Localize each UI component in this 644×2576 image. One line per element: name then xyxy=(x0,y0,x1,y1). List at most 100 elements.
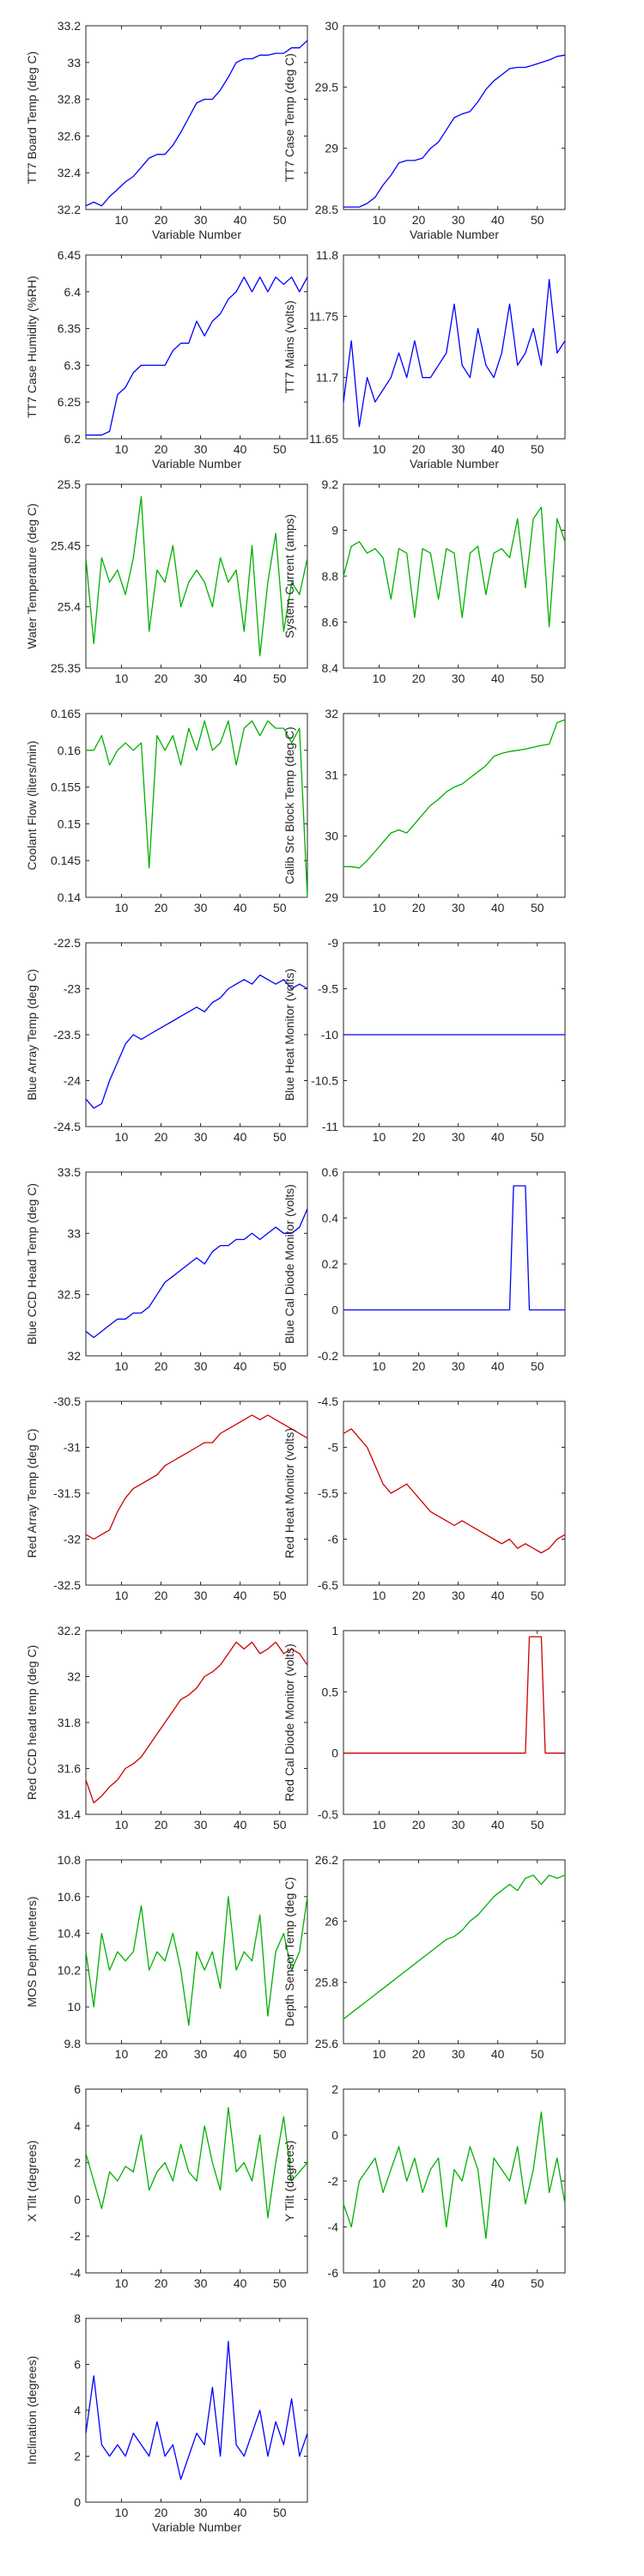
y-tick-label: 33.5 xyxy=(58,1165,81,1179)
chart-5: 10 20 30 40 50 25.35 25.4 25.45 25.5 Water Temper… xyxy=(25,477,308,685)
y-tick-label: 4 xyxy=(74,2119,81,2133)
y-tick-label: 33 xyxy=(67,1226,81,1240)
x-tick-label: 40 xyxy=(234,2276,247,2290)
x-tick-label: 20 xyxy=(155,2506,168,2519)
x-tick-label: 20 xyxy=(412,442,426,456)
x-tick-label: 30 xyxy=(194,2506,208,2519)
series-line xyxy=(343,1428,566,1554)
y-tick-label: 0 xyxy=(331,1303,338,1317)
chart-15: 10 20 30 40 50 31.4 31.6 31.8 32 32.2 Red CCD head… xyxy=(25,1624,308,1832)
y-tick-label: -0.2 xyxy=(318,1349,338,1363)
y-axis-label: Coolant Flow (liters/min) xyxy=(25,741,39,871)
x-tick-label: 10 xyxy=(373,2276,386,2290)
x-tick-label: 40 xyxy=(491,1818,505,1832)
y-tick-label: 0.155 xyxy=(51,781,81,794)
x-tick-label: 20 xyxy=(412,1818,426,1832)
y-tick-label: -0.5 xyxy=(318,1807,338,1821)
chart-12: 10 20 30 40 50 -0.2 0 0.2 0.4 0.6 Blue Cal Diode M… xyxy=(283,1165,566,1373)
series-line xyxy=(85,39,308,207)
x-tick-label: 20 xyxy=(155,442,168,456)
x-tick-label: 10 xyxy=(373,213,386,227)
y-tick-label: 0.16 xyxy=(58,744,81,757)
y-tick-label: 0.4 xyxy=(322,1212,339,1225)
series-line xyxy=(343,54,566,208)
chart-11: 10 20 30 40 50 32 32.5 33 33.5 Blue CCD Head Temp… xyxy=(25,1165,308,1373)
chart-6: 10 20 30 40 50 8.4 8.6 8.8 9 9.2 System Current (a… xyxy=(283,477,566,685)
y-tick-label: 10.4 xyxy=(58,1927,81,1941)
y-tick-label: 0.15 xyxy=(58,817,81,830)
y-axis-label: Red Heat Monitor (volts) xyxy=(283,1428,296,1558)
x-tick-label: 50 xyxy=(273,1359,287,1373)
plot-frame xyxy=(85,2318,308,2503)
plot-frame xyxy=(343,1171,566,1357)
x-tick-label: 30 xyxy=(452,671,465,685)
y-tick-label: 0.5 xyxy=(322,1685,339,1698)
x-tick-label: 20 xyxy=(155,1130,168,1144)
y-tick-label: -30.5 xyxy=(53,1394,81,1408)
y-tick-label: 11.8 xyxy=(316,248,338,262)
series-line xyxy=(85,1896,308,2026)
y-tick-label: 29 xyxy=(325,142,338,155)
y-tick-label: 32 xyxy=(67,1349,81,1363)
y-axis-label: TT7 Case Humidity (%RH) xyxy=(25,276,39,418)
series-line xyxy=(85,974,308,1109)
series-line xyxy=(343,1185,565,1311)
chart-13: 10 20 30 40 50 -32.5 -32 -31.5 -31 -30.5 Red Array… xyxy=(25,1394,308,1602)
x-tick-label: 20 xyxy=(155,1818,168,1832)
chart-9: 10 20 30 40 50 -24.5 -24 -23.5 -23 -22.5 Blue Arra… xyxy=(25,936,308,1144)
x-tick-label: 50 xyxy=(273,901,287,914)
x-tick-label: 10 xyxy=(115,671,129,685)
y-tick-label: -5 xyxy=(328,1441,339,1455)
plot-frame xyxy=(85,1630,308,1815)
y-tick-label: 0 xyxy=(331,1747,338,1760)
chart-14: 10 20 30 40 50 -6.5 -6 -5.5 -5 -4.5 Red Heat Monit… xyxy=(283,1394,566,1602)
y-tick-label: 2 xyxy=(74,2156,81,2170)
y-tick-label: -32.5 xyxy=(53,1578,81,1592)
series-line xyxy=(343,1636,565,1754)
y-tick-label: 6.45 xyxy=(58,248,81,262)
x-tick-label: 30 xyxy=(452,1359,465,1373)
y-tick-label: 0 xyxy=(74,2192,81,2206)
x-tick-label: 10 xyxy=(115,1589,129,1602)
series-line xyxy=(85,1414,308,1540)
x-tick-label: 30 xyxy=(194,2047,208,2061)
x-tick-label: 20 xyxy=(412,1589,426,1602)
plot-frame xyxy=(343,483,566,669)
x-tick-label: 10 xyxy=(373,442,386,456)
x-tick-label: 40 xyxy=(491,1589,505,1602)
chart-20: 10 20 30 40 50 -6 -4 -2 0 2 Y Tilt (degrees) xyxy=(283,2082,566,2290)
y-tick-label: 10.2 xyxy=(58,1963,81,1977)
series-line xyxy=(85,2106,308,2219)
y-tick-label: 8 xyxy=(74,2312,81,2325)
x-tick-label: 10 xyxy=(373,1589,386,1602)
y-axis-label: Depth Sensor Temp (deg C) xyxy=(283,1877,296,2026)
x-tick-label: 50 xyxy=(531,671,544,685)
chart-8: 10 20 30 40 50 29 30 31 32 Calib Src Block Temp (… xyxy=(283,707,566,914)
series-line xyxy=(343,2111,566,2239)
x-tick-label: 30 xyxy=(452,2276,465,2290)
x-tick-label: 30 xyxy=(452,1818,465,1832)
x-tick-label: 50 xyxy=(531,2276,544,2290)
y-tick-label: -6 xyxy=(328,2266,339,2280)
x-tick-label: 30 xyxy=(194,1589,208,1602)
x-tick-label: 40 xyxy=(234,2047,247,2061)
x-tick-label: 20 xyxy=(412,901,426,914)
x-tick-label: 20 xyxy=(412,671,426,685)
y-tick-label: 32.2 xyxy=(58,203,81,216)
y-tick-label: 32.6 xyxy=(58,129,81,143)
x-tick-label: 50 xyxy=(531,1818,544,1832)
y-tick-label: 6.4 xyxy=(64,285,82,299)
x-tick-label: 10 xyxy=(115,2047,129,2061)
x-tick-label: 30 xyxy=(194,213,208,227)
y-tick-label: 33 xyxy=(67,56,81,70)
x-tick-label: 40 xyxy=(234,1818,247,1832)
y-tick-label: -4 xyxy=(328,2221,339,2234)
x-tick-label: 10 xyxy=(115,1130,129,1144)
x-tick-label: 50 xyxy=(273,1589,287,1602)
x-axis-label: Variable Number xyxy=(152,228,241,241)
y-tick-label: 9 xyxy=(331,524,338,538)
plot-frame xyxy=(85,713,308,898)
x-axis-label: Variable Number xyxy=(410,457,499,471)
y-tick-label: 29 xyxy=(325,890,338,904)
x-tick-label: 40 xyxy=(491,2047,505,2061)
